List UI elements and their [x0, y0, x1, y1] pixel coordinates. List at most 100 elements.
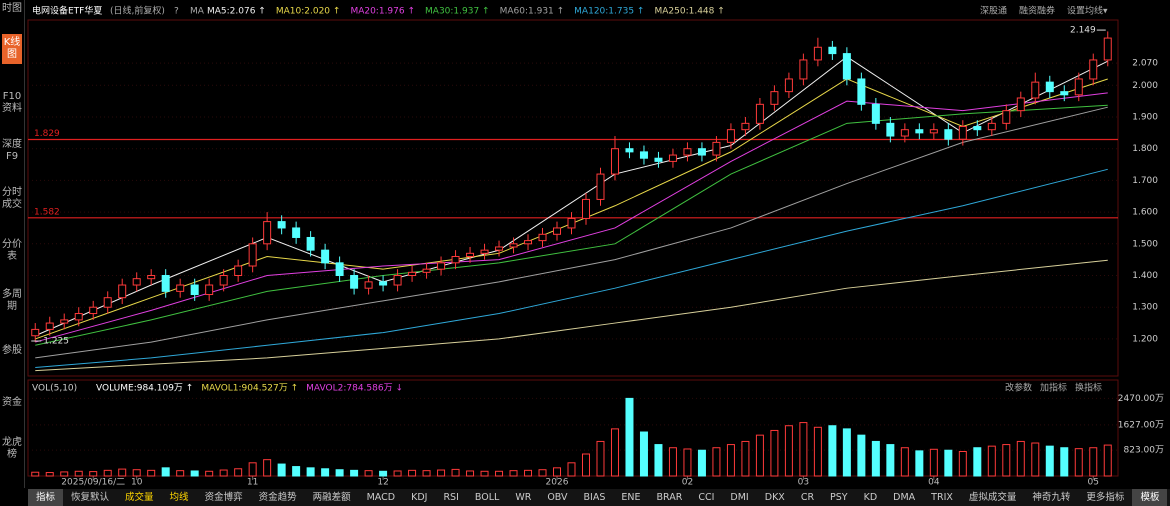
indicator-tab[interactable]: 模板 [1132, 489, 1168, 506]
candle-body [524, 240, 533, 245]
volume-bar [89, 471, 98, 477]
volume-bar [45, 472, 54, 477]
candle-body [538, 233, 547, 242]
indicator-tab[interactable]: 虚拟成交量 [968, 492, 1017, 503]
ma-legend: MA30:1.937 ↑ [425, 7, 490, 17]
candle-body [1103, 37, 1112, 61]
y-tick-label: 1.500 [1132, 239, 1158, 249]
candle-body [683, 148, 692, 156]
y-tick-label: 1.700 [1132, 176, 1158, 186]
volume-bar [364, 470, 373, 477]
candle-body [871, 103, 880, 124]
indicator-tab[interactable]: RSI [443, 492, 459, 503]
sidebar-tab[interactable]: 资金 [2, 397, 22, 408]
y-tick-label: 1627.00万 [1118, 420, 1164, 430]
indicator-tab[interactable]: OBV [547, 492, 568, 503]
candle-body [987, 122, 996, 131]
indicator-tab[interactable]: BIAS [583, 492, 606, 503]
volume-bar [625, 397, 634, 477]
sidebar-tab[interactable]: 多周期 [2, 289, 22, 312]
candle-body [234, 265, 243, 277]
indicator-tab[interactable]: KD [863, 492, 878, 503]
volume-action[interactable]: 换指标 [1075, 382, 1102, 394]
candle-body [915, 129, 924, 134]
volume-bar [393, 470, 402, 477]
indicator-tab[interactable]: DMI [730, 492, 749, 503]
volume-bar [408, 469, 417, 477]
indicator-tab[interactable]: BOLL [474, 492, 500, 503]
x-tick-label: 03 [798, 478, 809, 488]
header-action[interactable]: 设置均线▾ [1067, 5, 1108, 17]
indicator-tab[interactable]: MACD [366, 492, 396, 503]
x-tick-label: 10 [131, 478, 143, 488]
volume-bar [466, 470, 475, 477]
volume-bar [712, 447, 721, 477]
indicator-tab[interactable]: CCI [698, 492, 715, 503]
candle-body [799, 59, 808, 80]
indicator-tab[interactable]: 资金博弈 [204, 492, 243, 503]
indicator-tab[interactable]: DKX [764, 492, 785, 503]
indicator-tab[interactable]: TRIX [931, 492, 953, 503]
indicator-tab[interactable]: ENE [621, 492, 641, 503]
indicator-tab[interactable]: 恢复默认 [71, 492, 110, 503]
indicator-tab[interactable]: 更多指标 [1086, 492, 1125, 503]
volume-action[interactable]: 加指标 [1040, 382, 1067, 394]
level-label: 1.582 [34, 207, 60, 217]
indicator-tab[interactable]: 均线 [169, 492, 189, 503]
volume-bar [784, 425, 793, 477]
header-action[interactable]: 深股通 [980, 6, 1007, 17]
help[interactable]: ? [174, 7, 179, 17]
sidebar-tab[interactable]: 龙虎榜 [2, 437, 22, 460]
volume-title: VOL(5,10) [32, 384, 77, 394]
indicator-tab[interactable]: 成交量 [125, 492, 154, 503]
indicator-tab[interactable]: KDJ [411, 492, 428, 503]
indicator-tab[interactable]: 指标 [28, 489, 64, 506]
sidebar-tab[interactable]: 分时成交 [2, 187, 22, 210]
y-tick-label: 1.400 [1132, 271, 1158, 281]
candle-body [147, 275, 156, 280]
candle-body [1031, 81, 1040, 99]
candle-body [610, 148, 619, 175]
header-action[interactable]: 融资融券 [1019, 5, 1055, 17]
volume-action[interactable]: 改参数 [1005, 382, 1032, 394]
candle-body [1045, 81, 1054, 93]
indicator-tab[interactable]: CR [800, 492, 815, 503]
candle-body [900, 129, 909, 137]
chart: 电网设备ETF华夏 (日线,前复权)? MA MA5:2.076 ↑ MA10:2.02… [27, 5, 1164, 488]
candle-body [726, 129, 735, 143]
volume-bar [190, 470, 199, 477]
candle-body [379, 281, 388, 286]
sidebar-tab[interactable]: 深度F9 [2, 139, 22, 162]
volume-bar [509, 470, 518, 477]
indicator-tab[interactable]: 两融差额 [312, 492, 351, 503]
ma-label: MA [190, 7, 205, 17]
volume-bar [350, 469, 359, 477]
candle-body [857, 78, 866, 105]
volume-bar [31, 471, 40, 477]
candle-body [480, 249, 489, 254]
candle-body [755, 103, 764, 124]
candle-body [1060, 91, 1069, 96]
candle-body [509, 243, 518, 248]
volume-bar [480, 470, 489, 477]
candle-body [161, 275, 170, 292]
price-pane [27, 19, 1119, 377]
candle-body [466, 252, 475, 257]
volume-bar [973, 447, 982, 477]
indicator-tab[interactable]: BRAR [656, 492, 683, 503]
candle-body [321, 249, 330, 264]
sidebar-tab[interactable]: 时图 [2, 3, 22, 14]
sidebar-tab[interactable]: F10资料 [2, 91, 22, 114]
indicator-tab[interactable]: DMA [893, 492, 916, 503]
indicator-tab[interactable]: PSY [830, 492, 848, 503]
sidebar-tab[interactable]: 参股 [2, 345, 22, 356]
sidebar-tab[interactable]: 分价表 [2, 239, 22, 262]
indicator-tab[interactable]: 资金趋势 [258, 492, 297, 503]
volume-bar [1074, 448, 1083, 477]
y-tick-label: 2470.00万 [1118, 394, 1164, 404]
indicator-tab[interactable]: WR [515, 492, 532, 503]
indicator-tab[interactable]: 神奇九转 [1032, 492, 1071, 503]
sidebar-tab[interactable]: K线图 [2, 34, 22, 64]
y-tick-label: 1.800 [1132, 144, 1158, 154]
